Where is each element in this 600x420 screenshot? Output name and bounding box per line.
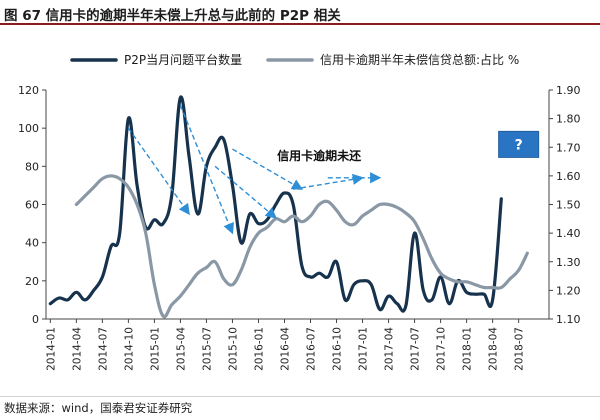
x-axis-tick-label: 2017-04 — [384, 327, 396, 371]
legend: P2P当月问题平台数量 信用卡逾期半年未偿信贷总额:占比 % — [70, 52, 519, 67]
x-axis-tick-label: 2016-10 — [332, 327, 344, 371]
x-axis-tick-label: 2016-01 — [253, 327, 265, 371]
trend-arrow — [232, 148, 304, 190]
left-axis-tick-label: 60 — [25, 199, 39, 212]
x-axis-tick-label: 2017-07 — [410, 327, 422, 371]
x-axis-tick-label: 2015-07 — [201, 327, 213, 371]
question-badge — [498, 130, 540, 158]
x-axis-tick-label: 2017-10 — [436, 327, 448, 371]
left-axis-tick-label: 100 — [18, 122, 39, 135]
right-axis-tick-label: 1.60 — [556, 170, 581, 183]
source-divider — [0, 396, 600, 397]
trend-arrow — [179, 105, 234, 235]
left-axis-tick-label: 40 — [25, 237, 39, 250]
right-axis-tick-label: 1.70 — [556, 141, 581, 154]
x-axis-tick-label: 2016-07 — [306, 327, 318, 371]
x-axis-tick-label: 2016-04 — [279, 327, 291, 371]
right-axis-tick-label: 1.40 — [556, 227, 581, 240]
x-axis-tick-label: 2018-04 — [488, 327, 500, 371]
x-axis-tick-label: 2015-10 — [227, 327, 239, 371]
trend-arrow — [214, 165, 277, 219]
legend-item-p2p-label: P2P当月问题平台数量 — [124, 52, 242, 67]
left-axis-tick-label: 20 — [25, 275, 39, 288]
x-axis-tick-label: 2014-01 — [45, 327, 57, 371]
right-axis-tick-label: 1.50 — [556, 199, 581, 212]
right-axis-tick-label: 1.20 — [556, 284, 581, 297]
x-axis-tick-label: 2017-01 — [358, 327, 370, 371]
series-line-p2p — [48, 95, 503, 313]
title-divider — [0, 23, 600, 25]
annotation-label: 信用卡逾期未还 — [277, 148, 362, 163]
x-axis-tick-label: 2018-07 — [514, 327, 526, 371]
series-line-credit-card — [74, 174, 529, 319]
right-axis-tick-label: 1.90 — [556, 84, 581, 97]
right-axis-tick-label: 1.10 — [556, 313, 581, 326]
left-axis-tick-label: 80 — [25, 160, 39, 173]
x-axis-tick-label: 2015-04 — [175, 327, 187, 371]
source-note: 数据来源：wind，国泰君安证券研究 — [4, 401, 193, 415]
chart-title: 图 67 信用卡的逾期半年未偿上升总与此前的 P2P 相关 — [4, 8, 341, 24]
x-axis-tick-label: 2014-07 — [97, 327, 109, 371]
right-axis-tick-label: 1.30 — [556, 256, 581, 269]
question-badge-label: ? — [515, 137, 523, 153]
x-axis-tick-label: 2015-01 — [149, 327, 161, 371]
left-axis-tick-label: 120 — [18, 84, 39, 97]
legend-item-credit-card-label: 信用卡逾期半年未偿信贷总额:占比 % — [320, 52, 519, 67]
trend-arrow — [127, 127, 190, 216]
right-axis-tick-label: 1.80 — [556, 113, 581, 126]
x-axis-tick-label: 2014-10 — [123, 327, 135, 371]
trend-arrow — [293, 173, 364, 190]
left-axis-tick-label: 0 — [32, 313, 39, 326]
line-chart: 0 20 40 60 80 100 120 1.10 1.20 1.30 1.40 1.50 1.60 1… — [18, 52, 581, 371]
x-axis-tick-label: 2014-04 — [71, 327, 83, 371]
x-axis-tick-label: 2018-01 — [462, 327, 474, 371]
